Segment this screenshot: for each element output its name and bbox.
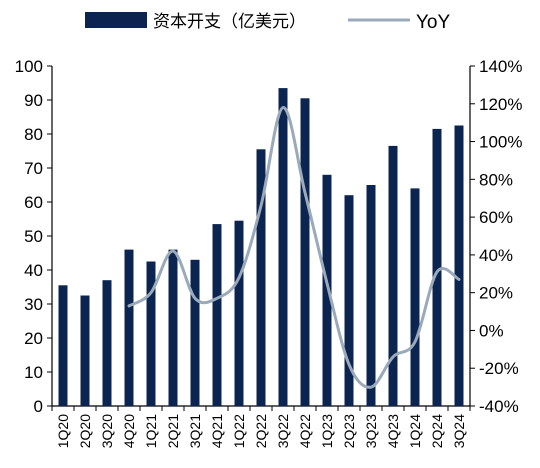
y-left-tick-label: 10 [24,363,43,382]
y-left-tick-label: 70 [24,159,43,178]
axes [47,65,475,411]
y-left-tick-label: 60 [24,193,43,212]
y-right-tick-label: 20% [479,284,513,303]
line-series [127,106,461,389]
x-tick-label: 2Q23 [341,414,357,448]
y-right-tick-label: 60% [479,208,513,227]
x-tick-label: 3Q21 [187,414,203,448]
bar [102,280,112,406]
x-tick-label: 2Q22 [253,414,269,448]
x-tick-label: 1Q22 [231,414,247,448]
yoy-line [127,106,461,389]
bar [190,259,200,406]
legend: 资本开支（亿美元） YoY [85,12,450,33]
x-tick-label: 1Q20 [55,414,71,448]
bar [344,195,354,406]
y-left-tick-label: 90 [24,91,43,110]
y-left-tick-label: 80 [24,125,43,144]
bar [388,145,398,406]
bar [278,88,288,406]
bar [168,249,178,406]
bar [322,174,332,406]
x-tick-label: 3Q20 [99,414,115,448]
bar [300,98,310,407]
bar [432,128,442,406]
x-tick-label: 4Q23 [385,414,401,448]
x-tick-label: 2Q21 [165,414,181,448]
y-left-tick-label: 40 [24,261,43,280]
y-right-tick-label: -20% [479,359,519,378]
bar [124,249,134,406]
legend-bar-label: 资本开支（亿美元） [153,12,306,32]
bar [454,125,464,406]
y-right-tick-label: 40% [479,246,513,265]
y-right-tick-label: 0% [479,321,504,340]
x-tick-label: 2Q20 [77,414,93,448]
bar [80,295,90,406]
y-axis-right-labels: -40% -20% 0% 20% 40% 60% 80% 100% 120% 140% [479,57,522,416]
y-left-tick-label: 0 [34,397,43,416]
y-right-tick-label: 140% [479,57,522,76]
x-tick-label: 1Q24 [407,414,423,448]
bar [58,285,68,406]
x-tick-label: 4Q20 [121,414,137,448]
y-left-tick-label: 20 [24,329,43,348]
y-left-tick-label: 50 [24,227,43,246]
y-right-tick-label: -40% [479,397,519,416]
x-tick-label: 1Q21 [143,414,159,448]
x-axis-labels: 1Q20 2Q20 3Q20 4Q20 1Q21 2Q21 3Q21 4Q21 1Q22 2Q22… [55,414,467,448]
bar [234,220,244,406]
x-tick-label: 3Q24 [451,414,467,448]
x-tick-label: 3Q22 [275,414,291,448]
y-right-tick-label: 100% [479,133,522,152]
x-tick-label: 3Q23 [363,414,379,448]
bar [410,188,420,406]
legend-line-label: YoY [416,12,450,33]
bar [366,185,376,406]
bar-series [58,88,464,407]
y-left-tick-label: 30 [24,295,43,314]
y-right-tick-label: 80% [479,170,513,189]
x-tick-label: 2Q24 [429,414,445,448]
x-tick-label: 4Q22 [297,414,313,448]
bar [146,261,156,406]
x-tick-label: 4Q21 [209,414,225,448]
y-right-tick-label: 120% [479,95,522,114]
legend-bar-swatch [85,12,147,28]
bar [256,149,266,407]
y-axis-left-labels: 0 10 20 30 40 50 60 70 80 90 100 [15,57,43,416]
bar [212,224,222,406]
x-tick-label: 1Q23 [319,414,335,448]
y-left-tick-label: 100 [15,57,43,76]
